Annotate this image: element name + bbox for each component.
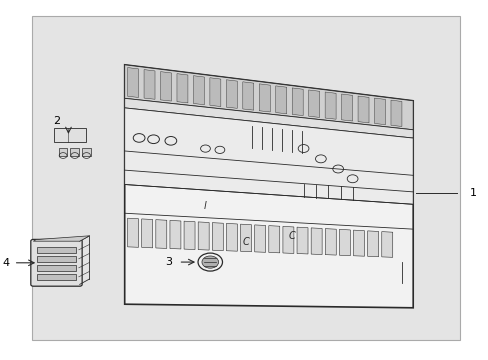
- Polygon shape: [325, 92, 335, 119]
- Polygon shape: [209, 78, 221, 107]
- Polygon shape: [259, 84, 270, 112]
- Polygon shape: [275, 86, 286, 114]
- Text: 4: 4: [3, 258, 10, 268]
- Polygon shape: [127, 68, 138, 98]
- Polygon shape: [124, 108, 412, 204]
- Text: 3: 3: [165, 257, 172, 267]
- Bar: [82, 148, 91, 156]
- Polygon shape: [341, 94, 352, 121]
- Bar: [37, 274, 76, 280]
- Bar: [70, 148, 79, 156]
- Polygon shape: [170, 220, 181, 249]
- Polygon shape: [160, 72, 171, 101]
- Polygon shape: [124, 98, 412, 138]
- Polygon shape: [124, 65, 412, 308]
- Polygon shape: [325, 229, 336, 255]
- Polygon shape: [198, 222, 209, 250]
- Polygon shape: [226, 80, 237, 108]
- Polygon shape: [243, 82, 253, 110]
- Polygon shape: [353, 230, 364, 256]
- Polygon shape: [308, 90, 319, 117]
- Polygon shape: [283, 226, 293, 253]
- Polygon shape: [339, 229, 350, 256]
- Bar: [32, 16, 459, 340]
- Polygon shape: [142, 219, 152, 248]
- Polygon shape: [127, 218, 138, 247]
- Polygon shape: [156, 220, 166, 248]
- Polygon shape: [310, 228, 322, 255]
- Bar: [59, 148, 67, 156]
- Circle shape: [202, 256, 218, 268]
- Text: 2: 2: [53, 116, 60, 126]
- Text: C: C: [288, 231, 295, 241]
- Text: 1: 1: [468, 188, 475, 198]
- Bar: [37, 256, 76, 262]
- Bar: [37, 265, 76, 271]
- Polygon shape: [357, 96, 368, 123]
- Bar: [54, 128, 85, 142]
- Text: l: l: [203, 201, 206, 211]
- Polygon shape: [183, 221, 195, 249]
- Polygon shape: [390, 100, 401, 126]
- FancyBboxPatch shape: [31, 239, 82, 286]
- Polygon shape: [367, 231, 378, 257]
- Polygon shape: [124, 65, 412, 130]
- Polygon shape: [240, 224, 251, 252]
- Polygon shape: [226, 224, 237, 251]
- Polygon shape: [212, 222, 223, 251]
- Text: C: C: [242, 238, 249, 247]
- Polygon shape: [296, 227, 307, 254]
- Polygon shape: [292, 88, 303, 116]
- Bar: [37, 247, 76, 253]
- Polygon shape: [193, 76, 204, 105]
- Polygon shape: [381, 231, 392, 257]
- Polygon shape: [374, 98, 385, 125]
- Polygon shape: [254, 225, 265, 252]
- Polygon shape: [33, 236, 89, 241]
- Polygon shape: [177, 74, 187, 103]
- Polygon shape: [144, 69, 155, 99]
- Polygon shape: [268, 226, 279, 253]
